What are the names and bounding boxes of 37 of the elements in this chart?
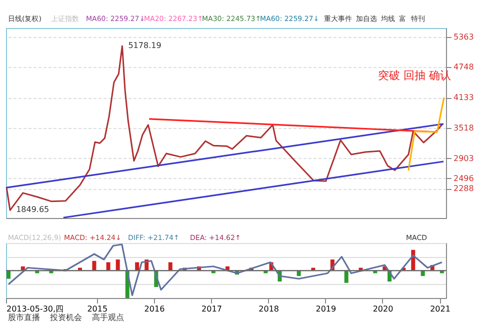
y-tick-label: 5363 — [454, 32, 474, 42]
annotation: 1849.65 — [16, 205, 50, 214]
x-tick-label: 2021 — [430, 304, 450, 314]
y-tick-label: 4133 — [454, 93, 474, 102]
y-tick-label: 2496 — [454, 174, 474, 183]
bar — [211, 270, 216, 274]
line-series — [408, 96, 445, 172]
bar — [116, 260, 120, 270]
bar — [135, 262, 140, 270]
bar — [35, 270, 40, 274]
bar — [92, 260, 96, 270]
x-tick-label: 2017 — [202, 304, 222, 314]
y-tick-label: 2903 — [454, 154, 474, 163]
bar — [420, 270, 425, 276]
x-tick-label: 2015 — [87, 304, 108, 314]
bar — [440, 270, 444, 274]
text: 投资机会 — [49, 313, 82, 322]
x-tick-label: 2018 — [258, 304, 279, 314]
y-tick-label: 3518 — [454, 123, 474, 132]
annotation: 突破 回抽 确认 — [378, 69, 451, 82]
text: 股市直播 — [8, 313, 40, 322]
x-tick-label: 2020 — [372, 304, 394, 314]
annotation: 5178.19 — [128, 41, 162, 50]
text: 高手观点 — [92, 313, 124, 322]
y-tick-label: 2288 — [454, 184, 474, 194]
x-tick-label: 2013-05-30,四 — [6, 304, 64, 314]
bar — [296, 270, 301, 276]
bar — [106, 262, 110, 270]
x-tick-label: 2019 — [316, 304, 336, 314]
bar — [49, 270, 54, 274]
bar — [168, 262, 172, 270]
bar — [373, 270, 378, 274]
bar — [6, 270, 11, 279]
bar — [344, 270, 348, 283]
x-tick-label: 2016 — [144, 304, 165, 314]
y-tick-label: 4748 — [454, 62, 474, 72]
bar — [264, 270, 268, 274]
